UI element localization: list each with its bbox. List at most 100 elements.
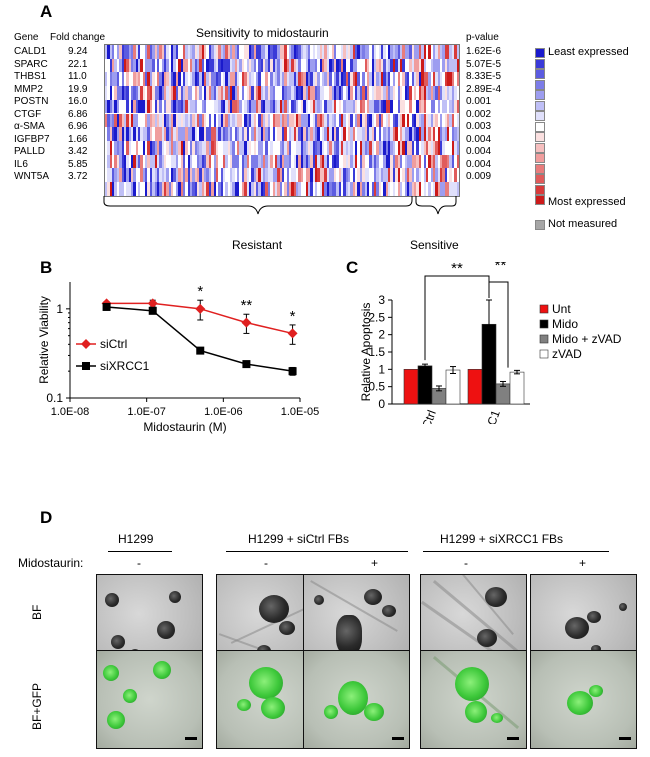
treat-col-5: + [579,556,587,570]
treat-col-2: - [264,556,268,570]
legend-swatch [535,132,545,142]
legend-swatch [535,184,545,195]
legend-swatch-zVAD [539,349,549,359]
pvalue-value: 5.07E-5 [466,58,502,70]
legend-label-Unt: Unt [552,302,571,316]
data-point-siCtrl [195,303,206,314]
micrograph-gfp-sixrcc1-plus [530,650,637,749]
x-tick-label: 1.0E-07 [127,406,166,418]
significance-bracket [424,275,490,361]
legend-most-expressed: Most expressed [548,196,626,208]
significance-marker: * [197,283,203,300]
bar-Unt-siXRCC1 [467,369,483,405]
y-axis-label: Relative Viability [37,296,51,384]
expression-heatmap [104,44,460,197]
fold-change-value: 11.0 [68,71,87,82]
micrograph-gfp-sictrl-plus [303,650,410,749]
legend-marker [82,362,90,370]
treat-col-1: - [137,556,141,570]
significance-marker: ** [241,297,253,314]
legend-swatch [535,195,545,205]
apoptosis-chart: 0 0.5 1 1.5 2 2.5 3 Relative Apoptosis siCtrl siX… [359,262,622,424]
treat-col-3: + [371,556,379,570]
x-axis-label: Midostaurin (M) [143,420,226,434]
bar-Mido + zVAD-siXRCC1 [495,383,511,405]
midostaurin-label: Midostaurin: [18,556,84,570]
group-brackets [103,196,457,215]
legend-swatch [535,111,545,121]
pvalue-value: 0.003 [466,121,492,132]
y-axis-label: Relative Apoptosis [359,303,373,402]
x-tick-label: 1.0E-06 [204,406,243,418]
pvalue-value: 0.001 [466,96,492,107]
legend-swatch [535,163,545,174]
y-tick-label: 0.5 [368,380,385,394]
pvalue-value: 0.004 [466,133,492,145]
legend-label-zVAD: zVAD [552,347,582,361]
data-point-siXRCC1 [288,367,297,376]
gene-name: IGFBP7 [14,133,50,145]
x-tick-label: 1.0E-05 [281,406,320,418]
data-point-siXRCC1 [196,346,205,355]
fold-change-value: 3.72 [68,171,88,182]
fold-change-column-header: Fold change [50,32,106,43]
header-sixrcc1-underline [423,551,609,552]
gene-name: POSTN [14,96,49,107]
data-point-siXRCC1 [242,360,251,369]
legend-swatch [535,142,545,153]
gene-name: WNT5A [14,171,49,182]
pvalue-value: 0.004 [466,158,492,170]
legend-swatch-Unt [539,304,549,314]
data-point-siXRCC1 [102,302,111,311]
legend-label-Mido + zVAD: Mido + zVAD [552,332,622,346]
significance-marker: ** [451,262,463,277]
gene-name: MMP2 [14,83,43,95]
legend-marker [81,339,91,349]
pvalue-value: 0.004 [466,146,492,157]
group-resistant-label: Resistant [232,238,283,252]
legend-swatch [535,90,545,100]
heatmap-title: Sensitivity to midostaurin [196,26,329,40]
micrograph-gfp-h1299 [96,650,203,749]
y-tick-label: 2 [378,328,385,342]
gene-name: THBS1 [14,71,47,82]
header-h1299: H1299 [118,532,154,546]
legend-swatch [535,79,545,90]
gene-name: SPARC [14,58,48,70]
legend-not-measured-swatch [535,220,545,230]
bar-Unt-siCtrl [403,369,419,405]
header-sictrl: H1299 + siCtrl FBs [248,532,350,546]
micrograph-gfp-sixrcc1-minus [420,650,527,749]
fold-change-value: 9.24 [68,46,88,57]
category-label: siCtrl [416,408,439,424]
panel-b-letter: B [40,258,53,277]
legend-swatch [535,58,545,69]
fold-change-value: 16.0 [68,96,88,107]
gene-name: α-SMA [14,121,45,132]
legend-label-siXRCC1: siXRCC1 [100,359,150,373]
data-point-siCtrl [287,328,298,339]
legend-swatch [535,153,545,163]
fold-change-value: 5.85 [68,158,88,170]
fold-change-value: 6.96 [68,121,88,132]
category-label: siXRCC1 [473,408,503,424]
significance-marker: ** [495,262,507,274]
y-tick-label: 0 [378,397,385,411]
header-sixrcc1: H1299 + siXRCC1 FBs [440,532,564,546]
pvalue-column-header: p-value [466,32,499,43]
y-tick-label: 1 [378,362,385,376]
pvalue-value: 0.002 [466,108,492,120]
data-point-siXRCC1 [148,306,157,315]
row-label-bfgfp: BF+GFP [30,682,44,730]
fold-change-value: 1.66 [68,133,88,145]
bar-zVAD-siCtrl [445,369,461,405]
data-point-siCtrl [147,298,158,309]
gene-name: IL6 [14,158,28,170]
fold-change-value: 22.1 [68,58,88,70]
bar-Mido-siCtrl [417,365,433,405]
group-sensitive-label: Sensitive [410,238,459,252]
panel-a-letter: A [40,2,53,21]
x-tick-label: 1.0E-08 [51,406,90,418]
pvalue-value: 0.009 [466,171,492,182]
legend-swatch [535,69,545,79]
